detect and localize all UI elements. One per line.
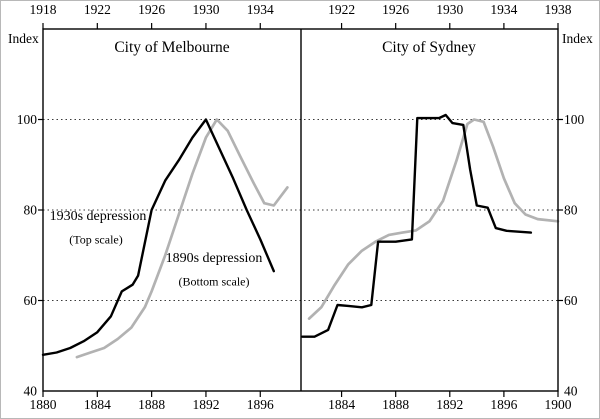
annotation-bottom-scale: (Bottom scale) xyxy=(178,274,250,289)
panel-title-sydney: City of Sydney xyxy=(382,39,476,56)
panel-title-melbourne: City of Melbourne xyxy=(114,39,230,56)
annotation-1890s-depression: 1890s depression xyxy=(165,251,263,266)
bottom-axis-label: 1900 xyxy=(545,397,572,412)
bottom-axis-label: 1896 xyxy=(490,397,517,412)
y-axis-label-left: 60 xyxy=(24,293,38,308)
top-axis-label: 1930 xyxy=(192,2,219,17)
bottom-axis-label: 1896 xyxy=(247,397,274,412)
y-axis-label-left: 100 xyxy=(17,112,38,127)
annotation-1930s-depression: 1930s depression xyxy=(49,209,147,224)
top-axis-label: 1930 xyxy=(436,2,463,17)
top-axis-label: 1922 xyxy=(328,2,355,17)
bottom-axis-label: 1892 xyxy=(436,397,463,412)
bottom-axis-label: 1884 xyxy=(84,397,111,412)
top-axis-label: 1934 xyxy=(247,2,274,17)
series-top-scale-panel1 xyxy=(75,118,289,359)
y-axis-title-right: Index xyxy=(562,31,593,46)
top-axis-label: 1934 xyxy=(490,2,517,17)
top-axis-label: 1926 xyxy=(382,2,409,17)
series-bottom-scale-panel2 xyxy=(301,113,533,338)
y-axis-label-right: 60 xyxy=(564,293,578,308)
series-bottom-scale-panel1 xyxy=(41,118,275,356)
y-axis-label-right: 40 xyxy=(564,384,578,399)
bottom-axis-label: 1892 xyxy=(192,397,219,412)
top-axis-label: 1926 xyxy=(138,2,165,17)
y-axis-label-right: 80 xyxy=(564,203,578,218)
annotation-top-scale: (Top scale) xyxy=(69,232,123,247)
y-axis-label-left: 80 xyxy=(24,203,38,218)
y-axis-title-left: Index xyxy=(8,31,39,46)
y-axis-label-right: 100 xyxy=(564,112,585,127)
top-axis-label: 1922 xyxy=(84,2,111,17)
top-axis-label: 1938 xyxy=(545,2,572,17)
bottom-axis-label: 1888 xyxy=(138,397,165,412)
bottom-axis-label: 1880 xyxy=(30,397,57,412)
top-axis-label: 1918 xyxy=(30,2,57,17)
series-top-scale-panel2 xyxy=(307,118,560,320)
bottom-axis-label: 1888 xyxy=(382,397,409,412)
bottom-axis-label: 1884 xyxy=(328,397,355,412)
y-axis-label-left: 40 xyxy=(24,384,38,399)
